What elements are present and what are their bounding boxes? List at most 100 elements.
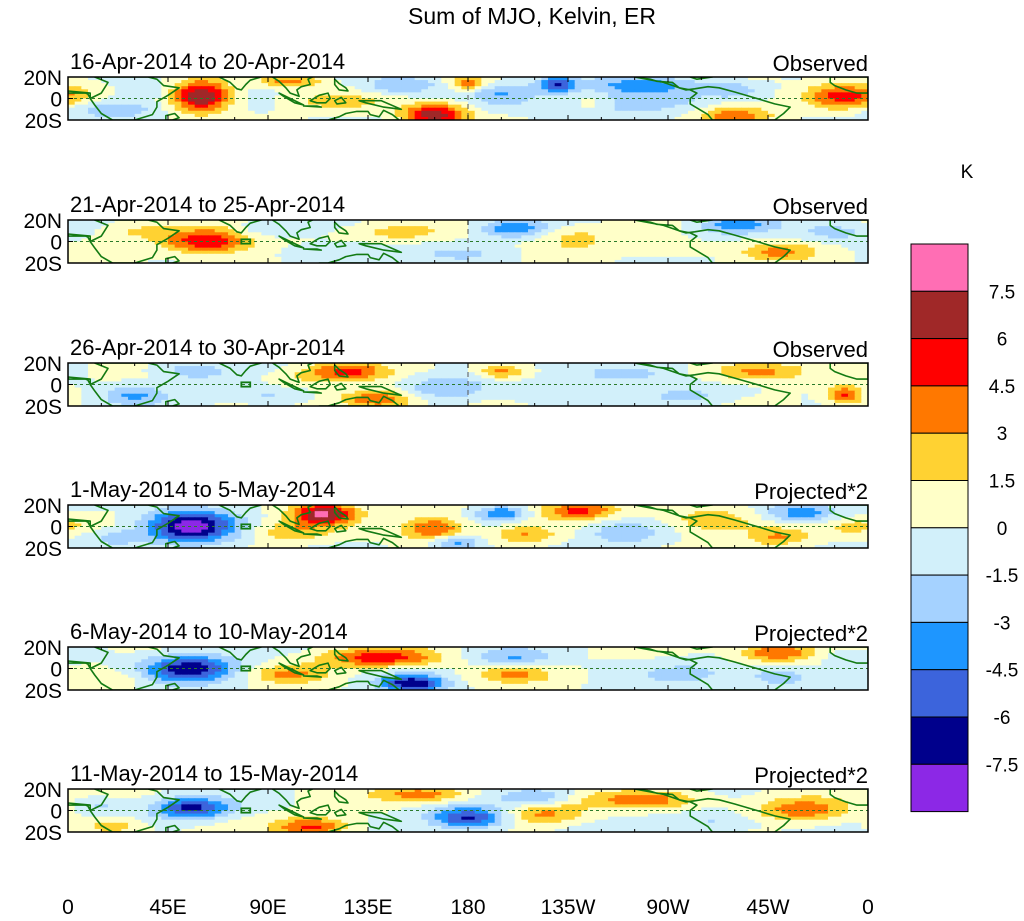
field-cell	[648, 232, 656, 236]
field-cell	[614, 229, 622, 233]
field-cell	[454, 80, 462, 84]
field-cell	[861, 80, 868, 84]
panel-2: 21-Apr-2014 to 25-Apr-2014 Observed20N020…	[23, 192, 869, 276]
field-cell	[714, 390, 722, 395]
field-cell	[314, 381, 322, 386]
field-cell	[301, 232, 309, 236]
field-cell	[508, 83, 516, 87]
field-cell	[328, 247, 336, 252]
field-cell	[68, 101, 76, 106]
field-cell	[568, 110, 576, 115]
field-cell	[381, 95, 389, 100]
field-cell	[81, 366, 89, 370]
field-cell	[768, 110, 776, 115]
field-cell	[628, 241, 636, 246]
field-cell	[514, 232, 522, 236]
field-cell	[801, 89, 809, 93]
field-cell	[761, 95, 769, 100]
field-cell	[201, 220, 209, 224]
field-cell	[141, 375, 149, 379]
field-cell	[121, 363, 129, 367]
field-cell	[861, 232, 868, 236]
field-cell	[241, 80, 249, 84]
field-cell	[774, 113, 782, 118]
field-cell	[708, 366, 716, 370]
field-cell	[628, 375, 636, 379]
field-cell	[674, 220, 682, 224]
field-cell	[708, 384, 716, 389]
field-cell	[254, 369, 262, 373]
field-cell	[708, 86, 716, 90]
coastline	[318, 252, 400, 263]
field-cell	[201, 384, 209, 389]
field-cell	[308, 396, 316, 401]
field-cell	[461, 238, 469, 243]
field-cell	[808, 387, 816, 392]
field-cell	[521, 232, 529, 236]
field-cell	[361, 244, 369, 249]
field-cell	[321, 110, 329, 115]
field-cell	[801, 372, 809, 376]
field-cell	[554, 229, 562, 233]
field-cell	[734, 241, 742, 246]
field-cell	[734, 113, 742, 118]
field-cell	[308, 223, 316, 227]
field-cell	[774, 232, 782, 236]
field-cell	[708, 378, 716, 383]
field-cell	[554, 247, 562, 252]
field-cell	[248, 113, 256, 118]
field-cell	[188, 390, 196, 395]
field-cell	[361, 95, 369, 100]
field-cell	[228, 244, 236, 249]
field-cell	[374, 113, 382, 118]
field-cell	[301, 256, 309, 261]
field-cell	[181, 226, 189, 230]
field-cell	[448, 110, 456, 115]
field-cell	[401, 390, 409, 395]
field-cell	[574, 229, 582, 233]
field-cell	[148, 238, 156, 243]
field-cell	[214, 369, 222, 373]
field-cell	[161, 390, 169, 395]
field-cell	[521, 375, 529, 379]
field-cell	[674, 259, 682, 263]
field-cell	[648, 244, 656, 249]
field-cell	[221, 366, 229, 370]
field-cell	[68, 116, 76, 120]
field-cell	[661, 387, 669, 392]
field-cell	[281, 399, 289, 404]
field-cell	[468, 384, 476, 389]
field-cell	[494, 387, 502, 392]
field-cell	[554, 259, 562, 263]
field-cell	[294, 253, 302, 258]
field-cell	[788, 98, 796, 103]
field-cell	[68, 80, 76, 84]
field-cell	[74, 259, 82, 263]
field-cell	[328, 250, 336, 255]
field-cell	[234, 92, 242, 97]
field-cell	[608, 238, 616, 243]
field-cell	[128, 399, 136, 404]
field-cell	[554, 372, 562, 376]
field-cell	[361, 220, 369, 224]
field-cell	[141, 256, 149, 261]
field-cell	[828, 232, 836, 236]
field-cell	[568, 244, 576, 249]
field-cell	[541, 396, 549, 401]
field-cell	[214, 86, 222, 90]
field-cell	[841, 229, 849, 233]
field-cell	[828, 107, 836, 112]
field-cell	[208, 238, 216, 243]
field-cell	[461, 363, 469, 367]
field-cell	[401, 232, 409, 236]
field-cell	[534, 256, 542, 261]
field-cell	[301, 223, 309, 227]
field-cell	[181, 220, 189, 224]
field-cell	[161, 393, 169, 398]
field-cell	[508, 244, 516, 249]
field-cell	[634, 375, 642, 379]
field-cell	[441, 238, 449, 243]
field-cell	[354, 92, 362, 97]
field-cell	[101, 98, 109, 103]
field-cell	[668, 92, 676, 97]
